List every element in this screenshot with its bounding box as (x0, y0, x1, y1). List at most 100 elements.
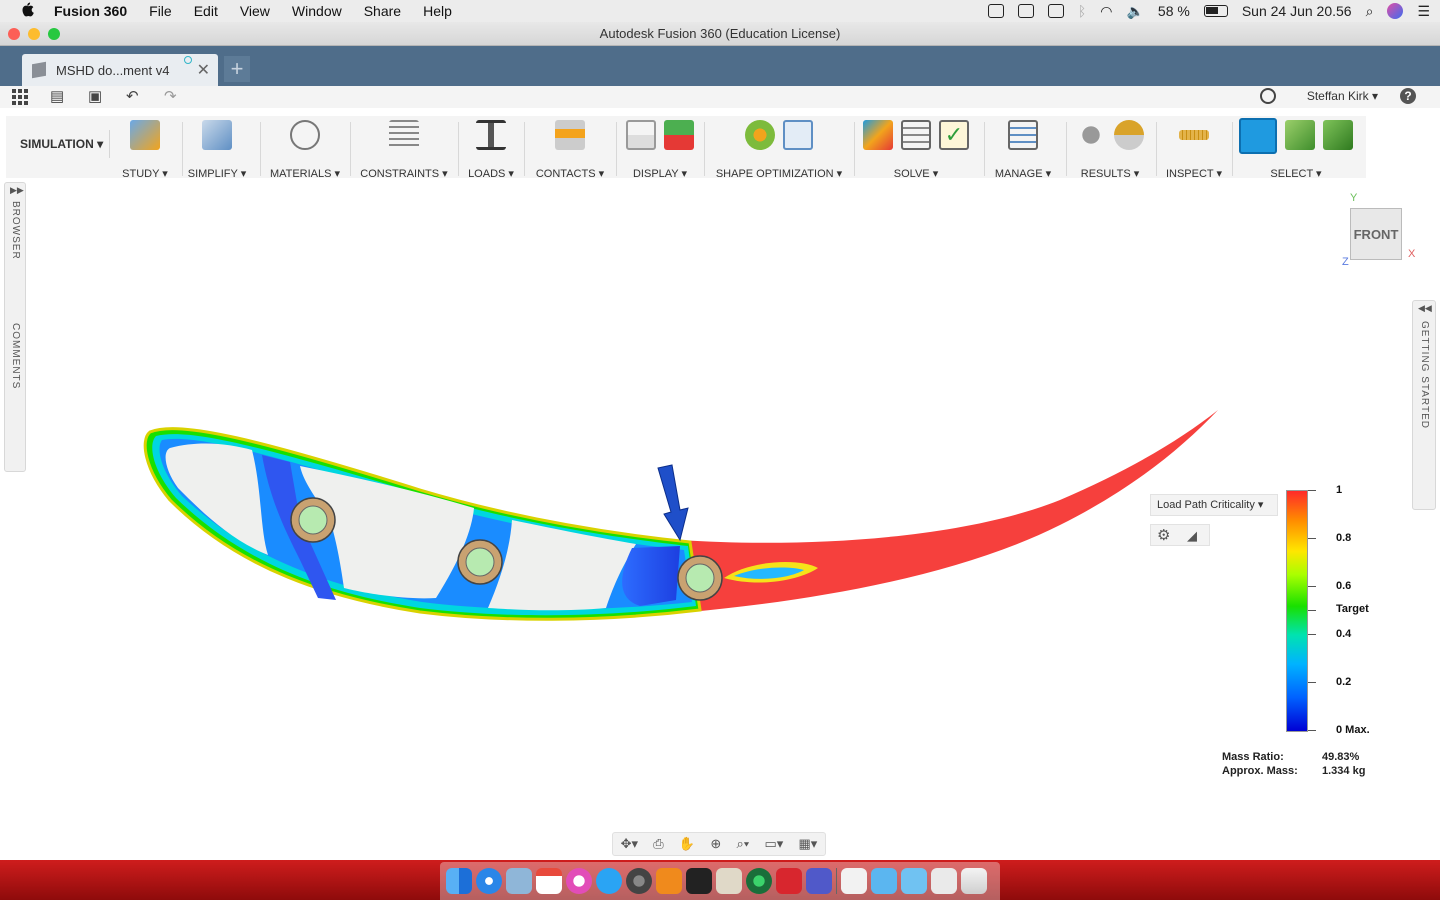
zoom-icon[interactable]: ⊕ (710, 836, 722, 851)
safari-icon[interactable] (476, 868, 502, 894)
ribbon-label-contacts[interactable]: CONTACTS ▾ (535, 168, 605, 180)
ribbon-group-select[interactable]: SELECT ▾ (1234, 116, 1358, 182)
ribbon-group-display[interactable]: DISPLAY ▾ (618, 116, 702, 182)
shape-optimization-icon[interactable] (745, 120, 775, 150)
battery-percent[interactable]: 58 % (1157, 3, 1190, 19)
menu-edit[interactable]: Edit (193, 3, 218, 19)
orbit-icon[interactable]: ✥▾ (620, 836, 639, 851)
script-editor-icon[interactable] (716, 868, 742, 894)
ribbon-label-select[interactable]: SELECT ▾ (1270, 168, 1322, 180)
contacts-icon[interactable] (555, 120, 585, 150)
volume-icon[interactable]: 🔈 (1126, 2, 1144, 19)
ribbon-group-constraints[interactable]: CONSTRAINTS ▾ (352, 116, 456, 182)
user-account-menu[interactable]: Steffan Kirk ▾ (1306, 89, 1378, 103)
ribbon-label-results[interactable]: RESULTS ▾ (1080, 168, 1140, 180)
ribbon-group-contacts[interactable]: CONTACTS ▾ (526, 116, 614, 182)
siri-icon[interactable] (1387, 3, 1404, 19)
select-face-icon[interactable] (1323, 120, 1353, 150)
menu-share[interactable]: Share (363, 3, 402, 19)
results-export-icon[interactable] (1114, 120, 1144, 150)
parallels-icon[interactable] (776, 868, 802, 894)
view-cube-front-face[interactable]: FRONT (1350, 208, 1402, 260)
notification-center-icon[interactable]: ☰ (1417, 2, 1430, 19)
measure-ruler-icon[interactable] (1179, 130, 1209, 140)
menu-help[interactable]: Help (423, 3, 452, 19)
study-icon[interactable] (130, 120, 160, 150)
battery-icon[interactable] (1203, 5, 1228, 17)
look-at-icon[interactable]: ⎙ (653, 836, 664, 851)
ribbon-label-solve[interactable]: SOLVE ▾ (893, 168, 939, 180)
atom-icon[interactable] (746, 868, 772, 894)
ribbon-label-loads[interactable]: LOADS ▾ (468, 168, 514, 180)
legend-settings-gear-icon[interactable]: ⚙ (1157, 527, 1171, 544)
solve-icon[interactable] (901, 120, 931, 150)
fit-zoom-icon[interactable]: ⌕▾ (736, 836, 750, 851)
display-legend-icon[interactable] (664, 120, 694, 150)
new-tab-button[interactable]: + (224, 56, 250, 82)
ribbon-group-solve[interactable]: ✓ SOLVE ▾ (856, 116, 976, 182)
undo-icon[interactable]: ↶ (126, 88, 139, 105)
ribbon-group-materials[interactable]: MATERIALS ▾ (262, 116, 348, 182)
app-tray-icon[interactable] (1047, 4, 1064, 18)
menu-file[interactable]: File (149, 3, 172, 19)
ribbon-group-manage[interactable]: MANAGE ▾ (986, 116, 1060, 182)
ribbon-label-study[interactable]: STUDY ▾ (122, 168, 168, 180)
document-tab[interactable]: MSHD do...ment v4 ✕ (22, 54, 218, 86)
solve-check-icon[interactable]: ✓ (939, 120, 969, 150)
messages-icon[interactable] (596, 868, 622, 894)
ribbon-label-simplify[interactable]: SIMPLIFY ▾ (187, 168, 247, 180)
documents-stack-icon[interactable] (841, 868, 867, 894)
materials-icon[interactable] (290, 120, 320, 150)
job-status-clock-icon[interactable] (1260, 88, 1276, 104)
constraints-icon[interactable] (389, 120, 419, 150)
ribbon-group-results[interactable]: RESULTS ▾ (1068, 116, 1152, 182)
expand-getting-started-icon[interactable]: ◀◀ (1418, 303, 1432, 313)
fusion360-dock-icon[interactable] (656, 868, 682, 894)
save-icon[interactable]: ▣ (88, 88, 103, 105)
ribbon-group-study[interactable]: STUDY ▾ (110, 116, 180, 182)
downloads-icon[interactable] (931, 868, 957, 894)
ribbon-group-inspect[interactable]: INSPECT ▾ (1158, 116, 1230, 182)
minimize-window-button[interactable] (28, 28, 40, 40)
workspace-switcher[interactable]: SIMULATION ▾ (12, 130, 110, 158)
teams-icon[interactable] (806, 868, 832, 894)
menu-app-name[interactable]: Fusion 360 (54, 3, 128, 19)
getting-started-label[interactable]: GETTING STARTED (1419, 321, 1430, 429)
data-panel-grid-icon[interactable] (12, 89, 28, 105)
loads-icon[interactable] (476, 120, 506, 150)
preview-icon[interactable] (506, 868, 532, 894)
manage-icon[interactable] (1008, 120, 1038, 150)
system-preferences-icon[interactable] (626, 868, 652, 894)
ribbon-label-constraints[interactable]: CONSTRAINTS ▾ (360, 168, 448, 180)
help-icon[interactable]: ? (1400, 88, 1416, 104)
grid-settings-icon[interactable]: ▦▾ (798, 836, 818, 851)
window-select-icon[interactable] (1239, 118, 1277, 154)
browser-label[interactable]: BROWSER (10, 201, 21, 260)
file-menu-icon[interactable]: ▤ (50, 88, 65, 105)
zoom-window-button[interactable] (48, 28, 60, 40)
apple-icon[interactable] (18, 2, 36, 20)
display-settings-icon[interactable] (626, 120, 656, 150)
graphics-canvas[interactable] (0, 178, 1440, 860)
legend-adjust-icon[interactable]: ◢ (1187, 528, 1197, 543)
simplify-icon[interactable] (202, 120, 232, 150)
ribbon-group-loads[interactable]: LOADS ▾ (460, 116, 522, 182)
getting-started-panel-collapsed[interactable]: ◀◀ GETTING STARTED (1412, 300, 1436, 510)
select-body-icon[interactable] (1285, 120, 1315, 150)
spotlight-icon[interactable]: ⌕ (1365, 2, 1374, 19)
ribbon-label-shape-optimization[interactable]: SHAPE OPTIMIZATION ▾ (715, 168, 843, 180)
terminal-icon[interactable] (686, 868, 712, 894)
status-5-icon[interactable] (1017, 4, 1034, 18)
comments-label[interactable]: COMMENTS (10, 323, 21, 390)
ribbon-label-inspect[interactable]: INSPECT ▾ (1165, 168, 1223, 180)
itunes-icon[interactable] (566, 868, 592, 894)
optimization-result-model[interactable] (0, 178, 1440, 860)
folder-icon[interactable] (871, 868, 897, 894)
clock-text[interactable]: Sun 24 Jun 20.56 (1241, 3, 1352, 19)
redo-icon[interactable]: ↷ (164, 88, 177, 105)
browser-panel-collapsed[interactable]: ▶▶ BROWSER COMMENTS (4, 182, 26, 472)
folder-icon-2[interactable] (901, 868, 927, 894)
wifi-icon[interactable]: ◠ (1100, 2, 1113, 19)
pre-check-icon[interactable] (863, 120, 893, 150)
display-settings-icon[interactable]: ▭▾ (764, 836, 784, 851)
